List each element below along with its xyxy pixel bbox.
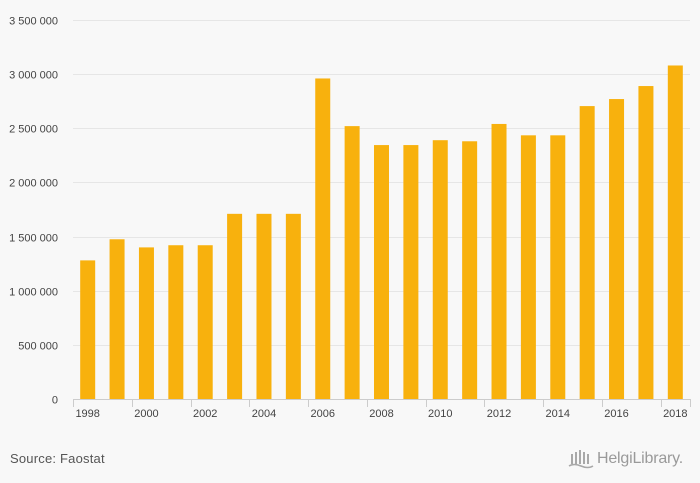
logo-text: HelgiLibrary. bbox=[597, 450, 684, 467]
bar-2001 bbox=[168, 245, 184, 399]
x-tick-label: 2004 bbox=[252, 408, 276, 420]
x-tick-label: 2014 bbox=[546, 408, 570, 420]
x-tick-label: 2012 bbox=[487, 408, 511, 420]
y-tick-label: 500 000 bbox=[18, 341, 58, 353]
x-tick-labels: 1998 2000 2002 2004 2006 2008 2010 2012 2014 2016… bbox=[75, 408, 687, 420]
x-tick-label: 1998 bbox=[75, 408, 99, 420]
bar-2007 bbox=[344, 126, 360, 400]
bar-2015 bbox=[579, 106, 595, 399]
y-tick-labels: 0 500 000 1 000 000 1 500 000 2 000 000 2 500… bbox=[9, 16, 58, 407]
bar-2010 bbox=[432, 140, 448, 399]
library-building-icon bbox=[568, 449, 594, 469]
y-tick-label: 1 500 000 bbox=[9, 233, 58, 245]
bar-2004 bbox=[256, 213, 272, 399]
bar-2005 bbox=[285, 213, 301, 399]
x-tick-label: 2010 bbox=[428, 408, 452, 420]
bar-2000 bbox=[138, 247, 154, 399]
helgi-library-logo: HelgiLibrary. bbox=[568, 449, 683, 469]
bar-chart: 0 500 000 1 000 000 1 500 000 2 000 000 2 500… bbox=[9, 16, 691, 420]
bar-2014 bbox=[550, 135, 566, 399]
x-tick-label: 2008 bbox=[369, 408, 393, 420]
y-tick-label: 3 500 000 bbox=[9, 16, 58, 28]
bar-1998 bbox=[80, 260, 96, 399]
x-tick-label: 2000 bbox=[134, 408, 158, 420]
bar-2003 bbox=[227, 213, 243, 399]
bar-2011 bbox=[462, 141, 478, 399]
bar-2017 bbox=[638, 86, 654, 400]
bar-2016 bbox=[609, 99, 625, 400]
x-axis bbox=[73, 399, 691, 407]
x-tick-label: 2006 bbox=[310, 408, 334, 420]
y-tick-label: 1 000 000 bbox=[9, 287, 58, 299]
source-note: Source: Faostat bbox=[10, 451, 105, 466]
x-tick-label: 2002 bbox=[193, 408, 217, 420]
bar-2013 bbox=[520, 135, 536, 399]
bar-2018 bbox=[667, 65, 683, 399]
bar-2008 bbox=[374, 145, 389, 399]
y-tick-label: 3 000 000 bbox=[9, 70, 58, 82]
bar-2006 bbox=[315, 78, 331, 399]
bar-2002 bbox=[197, 245, 213, 399]
x-tick-label: 2016 bbox=[604, 408, 628, 420]
y-tick-label: 2 000 000 bbox=[9, 178, 58, 190]
y-tick-label: 0 bbox=[52, 395, 58, 407]
y-tick-label: 2 500 000 bbox=[9, 124, 58, 136]
x-tick-label: 2018 bbox=[663, 408, 687, 420]
bar-2012 bbox=[491, 123, 507, 399]
bars bbox=[80, 65, 683, 400]
bar-1999 bbox=[109, 239, 125, 399]
bar-2009 bbox=[403, 145, 419, 399]
